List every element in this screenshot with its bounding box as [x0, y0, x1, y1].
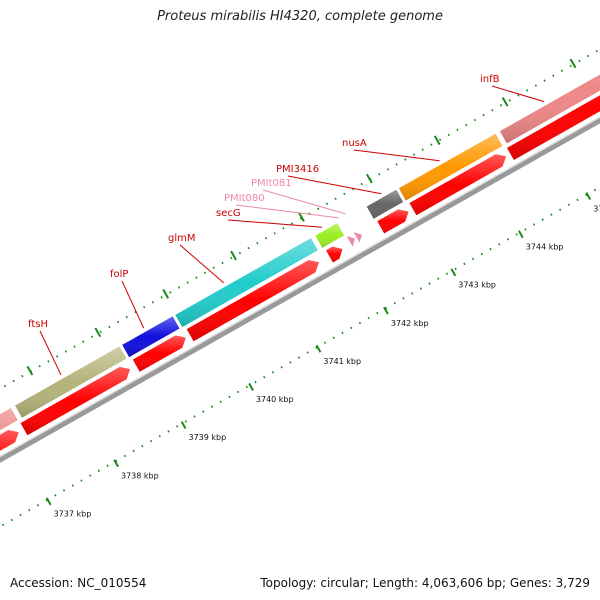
gene-PMIt081-leader [262, 189, 346, 215]
cds-arrow-shade [20, 367, 131, 436]
gene-nusA-label: nusA [342, 138, 367, 149]
gene-glmM-label: glmM [168, 233, 196, 244]
cds-arrow-shade [409, 154, 507, 216]
backbone-highlight [0, 116, 600, 458]
scale-tick [45, 497, 52, 506]
scale-tick-label: 3744 kbp [526, 242, 564, 251]
gene-PMI3416-block-shade [366, 189, 404, 219]
scale-tick-label: 3740 kbp [256, 395, 294, 404]
outer-tick-mark [433, 135, 441, 146]
gene-PMIt080-arrow [346, 236, 355, 247]
scale-tick-label: 3737 kbp [54, 510, 92, 519]
scale-tick-label: 3739 kbp [189, 433, 227, 442]
cds-arrow-shade [186, 260, 319, 342]
gene-infB-label: infB [480, 74, 500, 85]
scale-tick-label: 3742 kbp [391, 319, 429, 328]
gene-PMIt080-label: PMIt080 [224, 193, 265, 204]
gene-glmM-leader [179, 244, 225, 284]
outer-tick-mark [94, 327, 102, 338]
outer-tick-mark [569, 58, 577, 69]
scale-tick-label: 3738 kbp [121, 471, 159, 480]
scale-tick [450, 268, 457, 277]
gene-nusA-block-shade [398, 133, 503, 201]
gene-secG-leader [227, 219, 323, 228]
outer-tick-mark [162, 289, 170, 299]
gene-PMI3416-leader [287, 175, 382, 195]
scale-tick [585, 192, 592, 201]
gene-ftsH-label: ftsH [28, 319, 48, 330]
gene-glmM-block-shade [175, 238, 318, 328]
gene-infB-leader [491, 85, 545, 103]
scale-tick-label: 3741 kbp [323, 357, 361, 366]
outer-tick-mark [298, 212, 305, 222]
gene-PMIt080-leader [235, 204, 339, 219]
scale-tick [315, 344, 322, 353]
backbone-line [0, 117, 600, 463]
accession-text: Accession: NC_010554 [10, 576, 147, 590]
gene-PMI3416-label: PMI3416 [276, 164, 319, 175]
gene-ftsH-block-shade [15, 346, 127, 418]
gene-PMIt081-arrow [353, 232, 362, 243]
gene-nusA-leader [353, 149, 440, 162]
partial-gene-block-shade [0, 408, 18, 431]
cds-arrow-shade [326, 246, 343, 263]
outer-tick-mark [26, 365, 34, 376]
gene-secG-label: secG [216, 208, 241, 219]
outer-tick-mark [501, 96, 509, 107]
cds-arrow-shade [377, 209, 409, 234]
cds-arrow-shade [132, 335, 186, 372]
genome-summary-text: Topology: circular; Length: 4,063,606 bp… [260, 576, 590, 590]
scale-tick [248, 382, 254, 391]
gene-secG-block-shade [315, 223, 344, 248]
outer-tick-mark [230, 250, 237, 261]
gene-folP-leader [121, 280, 145, 329]
gene-folP-block-shade [122, 316, 180, 358]
inner-dotted-line [0, 186, 600, 528]
gene-ftsH-leader [39, 330, 62, 376]
scale-tick [518, 230, 524, 239]
gene-PMIt081-label: PMIt081 [251, 178, 292, 189]
gene-folP-label: folP [110, 269, 128, 280]
cds-arrow-shade [507, 95, 600, 160]
cds-arrow-shade [0, 430, 19, 451]
gene-infB-block-shade [499, 74, 600, 144]
scale-tick [383, 306, 389, 315]
scale-tick [180, 421, 187, 430]
scale-tick-label: 3745 kbp [593, 204, 600, 213]
scale-tick [113, 459, 119, 468]
outer-tick-mark [366, 173, 373, 184]
map-title: Proteus mirabilis HI4320, complete genom… [157, 9, 443, 24]
scale-tick-label: 3743 kbp [458, 281, 496, 290]
